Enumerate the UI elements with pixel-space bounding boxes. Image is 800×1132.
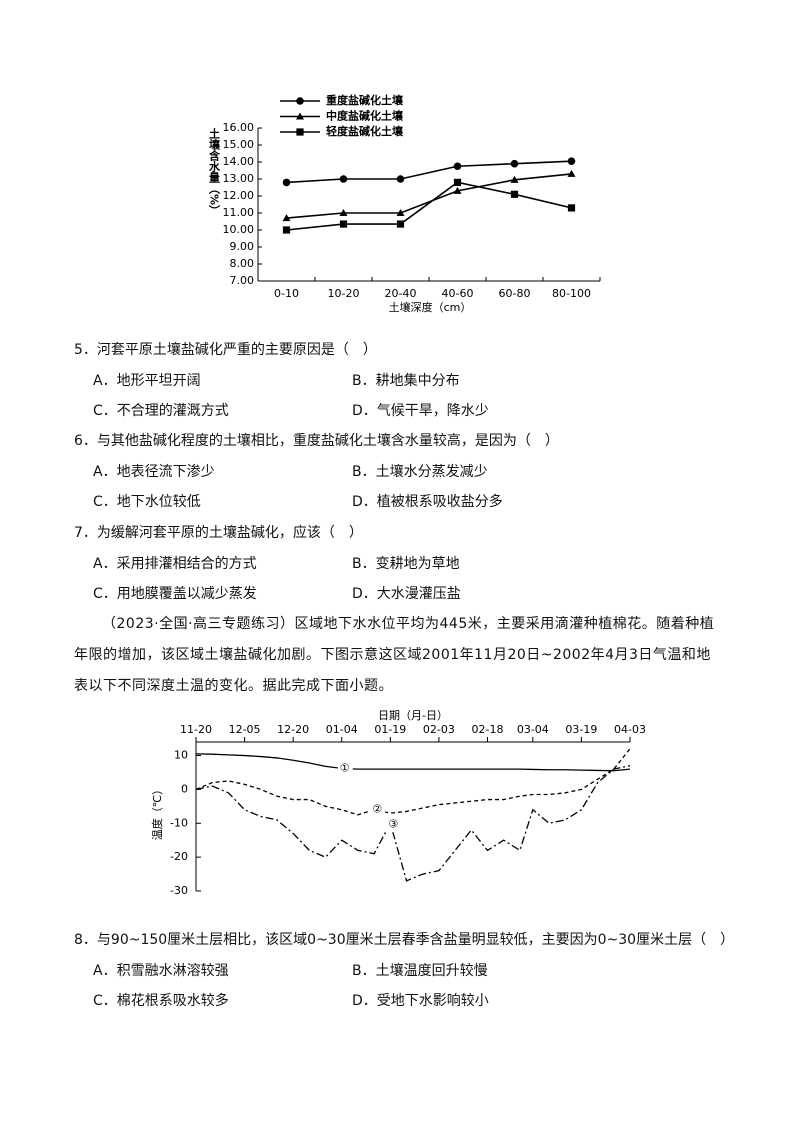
y-tick-label: 15.00 [223,138,255,151]
option: B．变耕地为草地 [352,556,460,572]
data-point [567,204,576,212]
option: D．受地下水影响较小 [352,993,489,1009]
y-tick-label: 8.00 [230,257,255,270]
data-point [339,209,348,216]
data-point [453,162,462,171]
question-stem: 7．为缓解河套平原的土壤盐碱化，应该（ ） [74,525,363,541]
data-point [510,159,519,168]
data-point [567,169,576,177]
option: D．气候干旱，降水少 [352,403,489,419]
y-tick-label: 14.00 [223,155,255,168]
y-tick-label: 9.00 [230,240,255,253]
x-tick-label: 04-03 [614,723,646,736]
x-axis-label: 日期（月-日） [378,709,448,722]
data-point [510,175,519,183]
y-tick-label: -30 [170,884,188,897]
x-tick-label: 01-04 [326,723,358,736]
data-point [396,209,405,216]
legend-label: 重度盐碱化土壤 [326,93,404,107]
data-point [339,220,348,228]
option: B．耕地集中分布 [352,373,460,389]
x-tick-label: 03-19 [565,723,597,736]
y-tick-label: 13.00 [223,172,255,185]
question-stem: 6．与其他盐碱化程度的土壤相比，重度盐碱化土壤含水量较高，是因为（ ） [74,433,559,449]
series-line [195,748,631,816]
x-tick-label: 60-80 [499,287,531,300]
x-tick-label: 02-18 [472,723,504,736]
question-stem: 5．河套平原土壤盐碱化严重的主要原因是（ ） [74,342,377,358]
x-tick-label: 80-100 [552,287,591,300]
question-stem: 8．与90~150厘米土层相比，该区域0~30厘米土层春季含盐量明显较低，主要因… [74,932,735,948]
x-tick-label: 12-20 [277,723,309,736]
x-tick-label: 11-20 [180,723,212,736]
option: B．土壤温度回升较慢 [352,963,488,979]
series-label: ① [340,761,350,774]
data-point [396,220,405,228]
y-tick-label: -10 [170,816,188,829]
data-point [282,178,291,187]
series-line [195,753,631,772]
series-label: ③ [388,817,398,830]
data-point [282,226,291,234]
data-point [282,214,291,222]
series-line [286,160,572,184]
data-point [453,178,462,186]
y-axis-label: 土壤含水量（%） [208,127,222,216]
y-tick-label: 11.00 [223,206,255,219]
x-tick-label: 20-40 [385,287,417,300]
y-tick-label: 0 [181,782,188,795]
option: D．大水漫灌压盐 [352,586,461,602]
data-point [510,190,519,198]
y-tick-label: 16.00 [223,121,255,134]
option: A．地表径流下渗少 [93,464,215,480]
x-tick-label: 03-04 [517,723,549,736]
series-line [195,765,631,882]
legend-label: 中度盐碱化土壤 [326,109,404,123]
series-label: ② [372,803,382,816]
passage: （2023·全国·高三专题练习）区域地下水水位平均为445米，主要采用滴灌种植棉… [74,616,715,694]
option: B．土壤水分蒸发减少 [352,464,488,480]
x-tick-label: 0-10 [274,287,299,300]
y-tick-label: 7.00 [230,274,255,287]
option: C．用地膜覆盖以减少蒸发 [93,586,257,602]
option: A．地形平坦开阔 [93,373,201,389]
series-label-bg [370,801,386,818]
option: A．采用排灌相结合的方式 [93,556,257,572]
data-point [396,175,405,183]
series-line [286,173,572,219]
y-tick-label: 12.00 [223,189,255,202]
legend-marker [296,97,304,105]
option: A．积雪融水淋溶较强 [93,963,229,979]
x-tick-label: 40-60 [442,287,474,300]
option: C．地下水位较低 [93,494,201,510]
series-label-bg [337,760,353,777]
y-axis-label: 温度（℃） [150,784,164,840]
data-point [567,157,576,165]
data-point [453,186,462,194]
legend-marker [296,112,304,120]
y-tick-label: 10.00 [223,223,255,236]
series-line [286,181,572,231]
legend-label: 轻度盐碱化土壤 [326,124,404,138]
y-tick-label: 10 [174,749,188,762]
legend-marker [296,128,304,136]
series-label-bg [386,816,402,833]
x-tick-label: 01-19 [374,723,406,736]
option: D．植被根系吸收盐分多 [352,494,503,510]
data-point [339,175,348,183]
y-tick-label: -20 [170,850,188,863]
option: C．棉花根系吸水较多 [93,993,229,1009]
x-tick-label: 02-03 [423,723,455,736]
x-tick-label: 12-05 [229,723,261,736]
option: C．不合理的灌溉方式 [93,403,229,419]
x-axis-label: 土壤深度（cm） [389,300,472,314]
x-tick-label: 10-20 [328,287,360,300]
